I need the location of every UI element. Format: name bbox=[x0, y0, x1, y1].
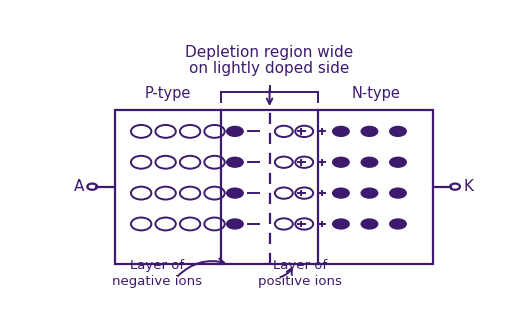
Text: N-type: N-type bbox=[351, 86, 400, 101]
Circle shape bbox=[360, 157, 378, 168]
Text: P-type: P-type bbox=[145, 86, 191, 101]
Text: Depletion region wide: Depletion region wide bbox=[186, 45, 353, 60]
Circle shape bbox=[332, 157, 350, 168]
Text: Layer of
positive ions: Layer of positive ions bbox=[258, 259, 342, 288]
Circle shape bbox=[332, 187, 350, 199]
Circle shape bbox=[389, 218, 407, 229]
Circle shape bbox=[226, 187, 244, 199]
Circle shape bbox=[360, 187, 378, 199]
Circle shape bbox=[226, 126, 244, 137]
Circle shape bbox=[360, 218, 378, 229]
Circle shape bbox=[332, 218, 350, 229]
Text: A: A bbox=[74, 179, 84, 194]
Circle shape bbox=[389, 157, 407, 168]
Bar bbox=[115, 110, 433, 264]
Text: on lightly doped side: on lightly doped side bbox=[189, 61, 350, 76]
Text: Layer of
negative ions: Layer of negative ions bbox=[113, 259, 203, 288]
Circle shape bbox=[226, 218, 244, 229]
Circle shape bbox=[389, 126, 407, 137]
Circle shape bbox=[332, 126, 350, 137]
Circle shape bbox=[226, 157, 244, 168]
Circle shape bbox=[389, 187, 407, 199]
Text: K: K bbox=[463, 179, 473, 194]
Circle shape bbox=[360, 126, 378, 137]
